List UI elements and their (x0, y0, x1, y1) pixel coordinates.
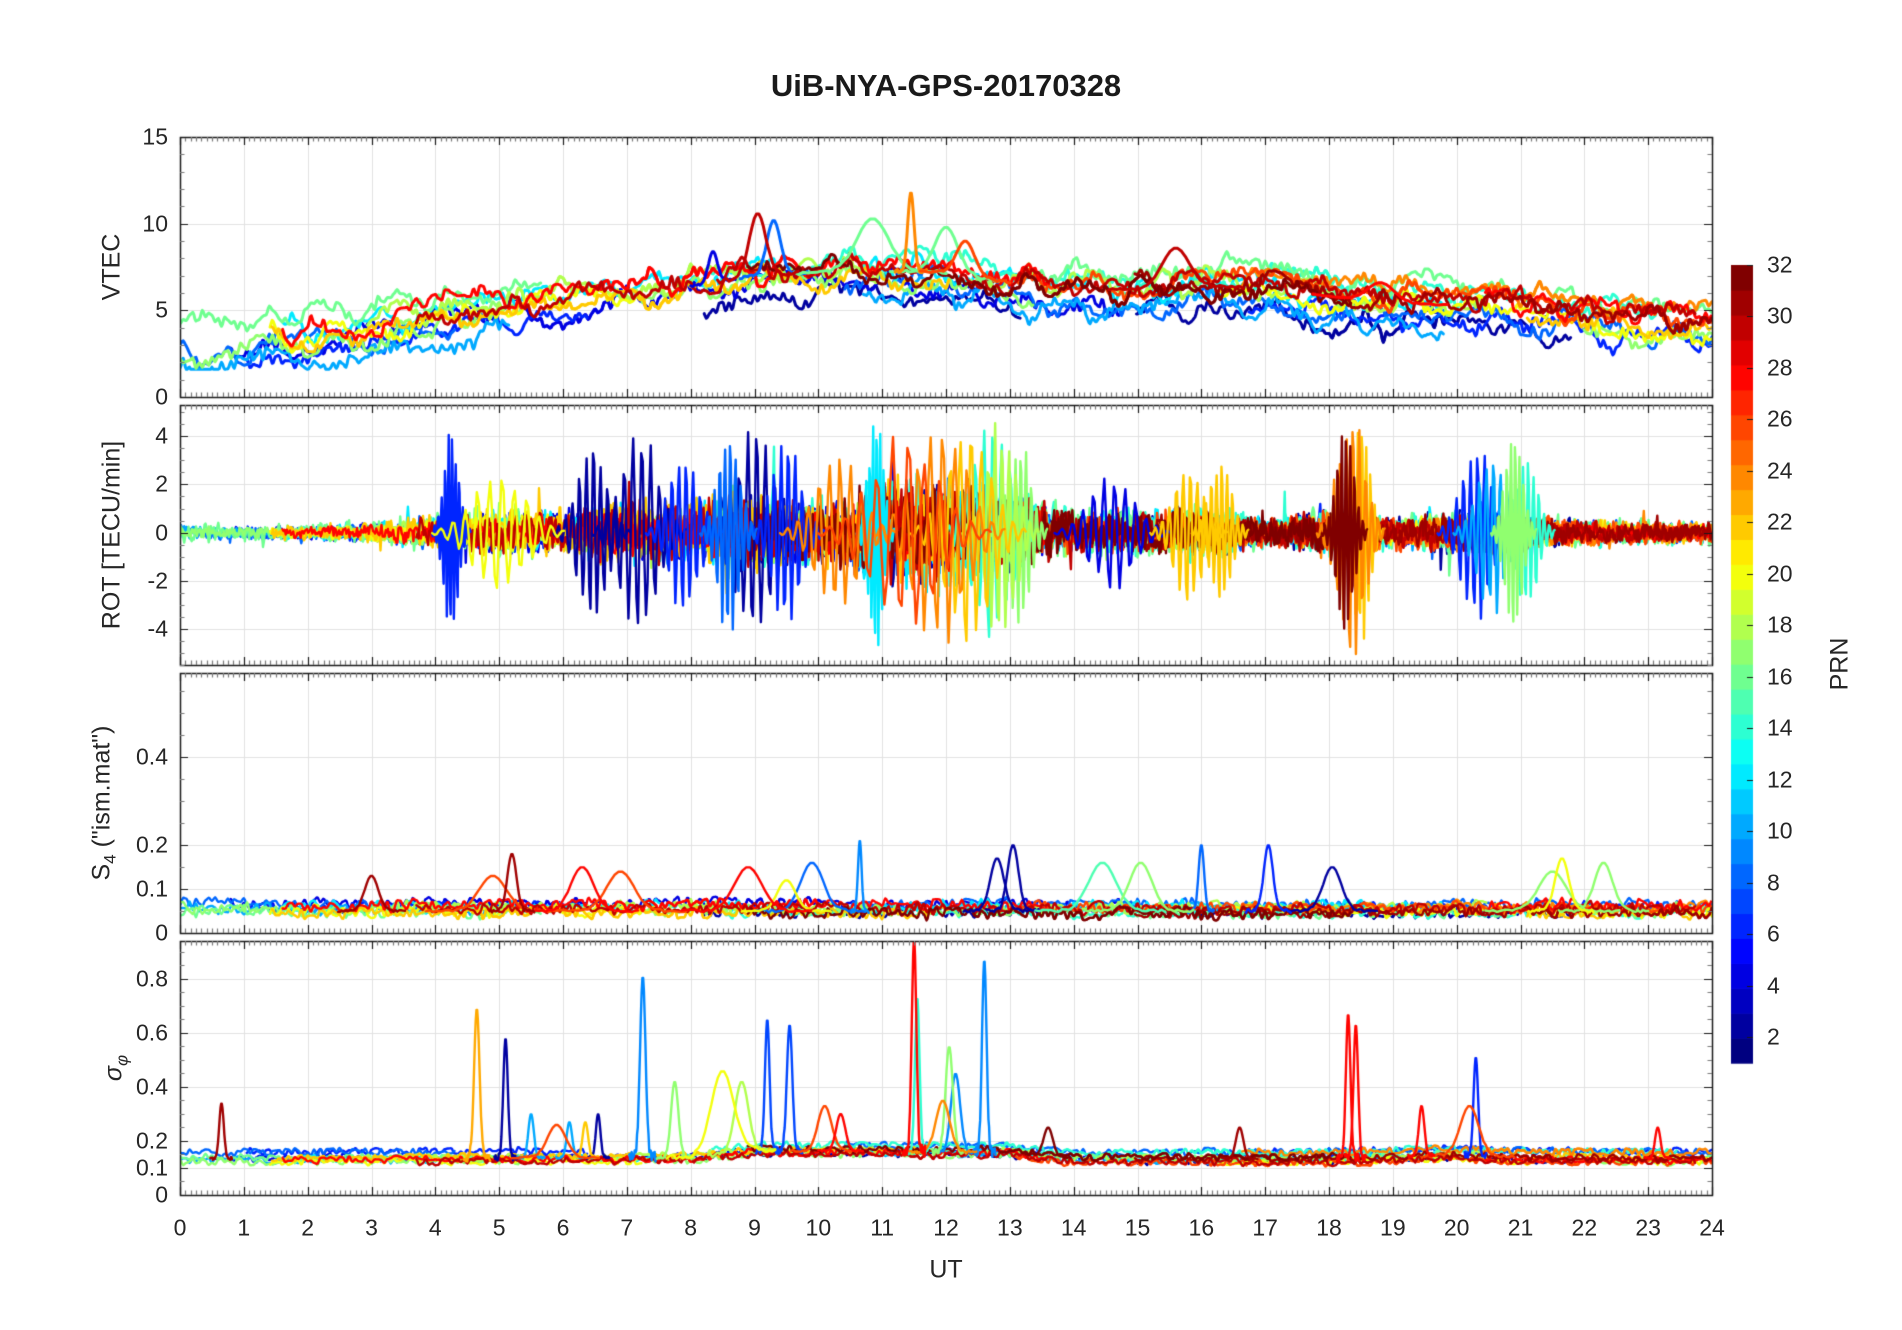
chart-canvas (0, 0, 1902, 1330)
figure: UiB-NYA-GPS-20170328 VTEC ROT [TECU/min]… (0, 0, 1902, 1330)
